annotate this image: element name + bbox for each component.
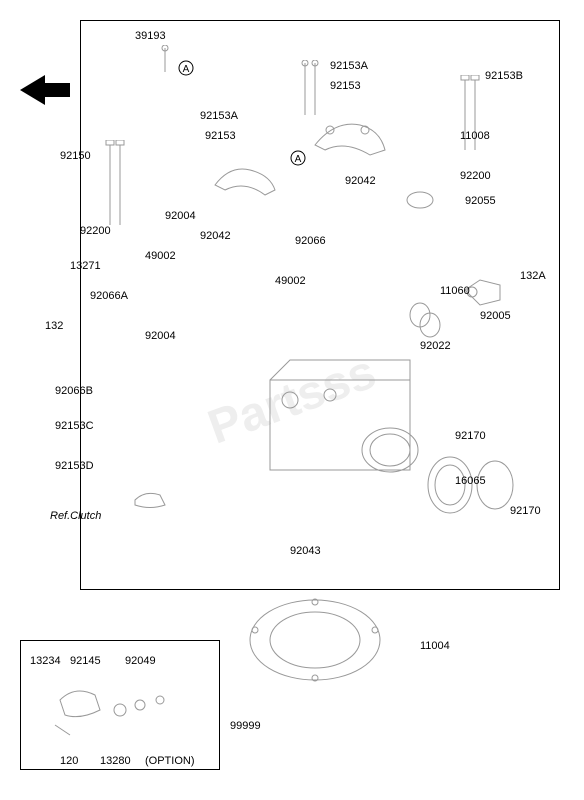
part-label-92153D: 92153D [55,460,94,472]
bracket-sketch-1 [210,160,280,205]
part-label-92150: 92150 [60,150,91,162]
part-label-92049: 92049 [125,655,156,667]
oring-sketch [405,190,435,215]
part-label-132A: 132A [520,270,546,282]
bolt-sketch-1 [155,45,175,80]
gasket-sketch [240,590,390,690]
svg-text:A: A [183,64,190,75]
part-label-92042_1: 92042 [345,175,376,187]
part-label-92022: 92022 [420,340,451,352]
part-label-92153C: 92153C [55,420,94,432]
svg-text:A: A [295,154,302,165]
part-label-92043: 92043 [290,545,321,557]
part-label-92153_1: 92153 [330,80,361,92]
part-label-92153A_1: 92153A [330,60,368,72]
part-label-11004: 11004 [420,640,450,652]
marker-a2-icon: A [290,150,306,171]
part-label-92153_2: 92153 [205,130,236,142]
bracket-sketch-2 [310,115,390,170]
part-label-13280: 13280 [100,755,131,767]
part-label-92042_2: 92042 [200,230,231,242]
part-label-13271: 13271 [70,260,101,272]
part-label-16065: 16065 [455,475,486,487]
option-parts-sketch [40,680,200,745]
part-label-49002_1: 49002 [145,250,176,262]
bolt-sketch-4 [100,140,130,235]
part-label-92055: 92055 [465,195,496,207]
seal-rings-sketch [405,300,445,345]
marker-a-icon: A [178,60,194,81]
part-label-120: 120 [60,755,78,767]
part-label-92004_1: 92004 [165,210,196,222]
part-label-92066: 92066 [295,235,326,247]
clutch-ref-sketch [130,485,170,520]
part-label-92066A: 92066A [90,290,128,302]
part-label-92153A_2: 92153A [200,110,238,122]
part-label-92170_2: 92170 [510,505,541,517]
part-label-92004_2: 92004 [145,330,176,342]
part-label-92145: 92145 [70,655,101,667]
part-label-99999: 99999 [230,720,261,732]
part-label-13234: 13234 [30,655,61,667]
part-label-92200_1: 92200 [460,170,491,182]
option-label: (OPTION) [145,755,195,767]
part-label-92200_2: 92200 [80,225,111,237]
cylinder-head-sketch [260,350,440,510]
part-label-39193: 39193 [135,30,166,42]
part-label-11060: 11060 [440,285,470,297]
part-label-132: 132 [45,320,63,332]
back-arrow-icon [15,70,75,115]
intake-tube-sketch [420,450,520,525]
part-label-92170_1: 92170 [455,430,486,442]
part-label-92005: 92005 [480,310,511,322]
ref-clutch-label: Ref.Clutch [50,510,101,522]
part-label-49002_2: 49002 [275,275,306,287]
part-label-92066B: 92066B [55,385,93,397]
bolt-sketch-3 [455,75,485,160]
part-label-11008: 11008 [460,130,490,142]
part-label-92153B: 92153B [485,70,523,82]
